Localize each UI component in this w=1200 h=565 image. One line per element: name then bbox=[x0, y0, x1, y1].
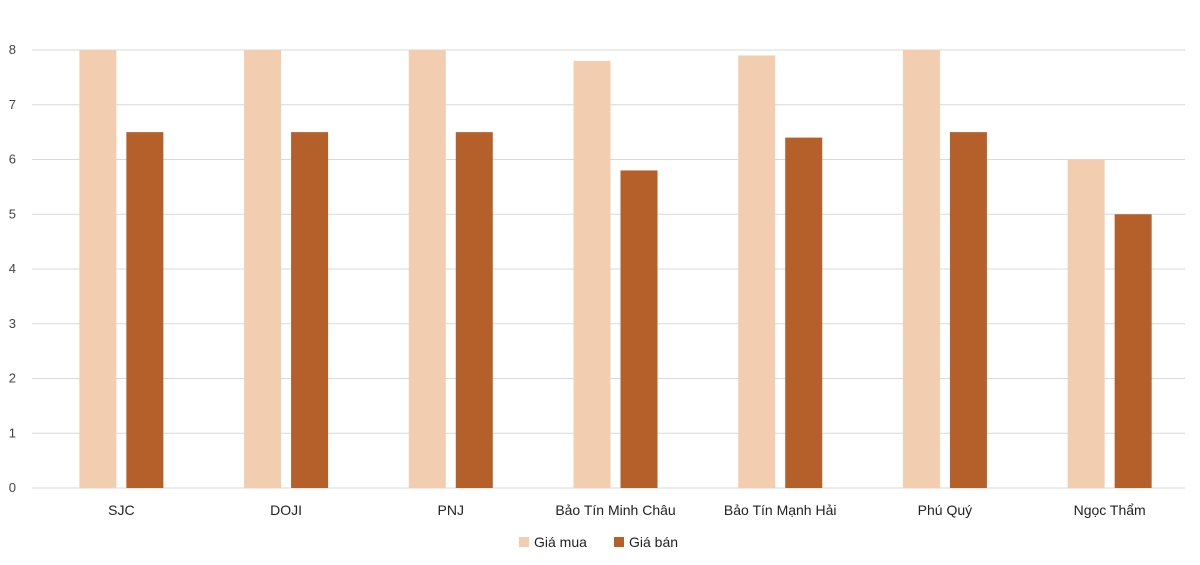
bar-gia-ban-2 bbox=[455, 132, 493, 488]
x-category-label: Bảo Tín Minh Châu bbox=[555, 502, 675, 518]
x-category-label: Bảo Tín Mạnh Hải bbox=[724, 502, 837, 518]
bar-gia-mua-1 bbox=[244, 50, 282, 488]
y-tick-label: 8 bbox=[9, 42, 16, 57]
bars bbox=[79, 50, 1152, 488]
x-category-label: SJC bbox=[108, 502, 134, 518]
legend: Giá mua Giá bán bbox=[519, 534, 678, 550]
x-category-label: PNJ bbox=[438, 502, 464, 518]
bar-gia-mua-0 bbox=[79, 50, 117, 488]
bar-gia-ban-6 bbox=[1114, 214, 1152, 488]
x-category-label: DOJI bbox=[270, 502, 302, 518]
bar-gia-mua-3 bbox=[573, 60, 611, 488]
bar-gia-ban-0 bbox=[126, 132, 164, 488]
legend-swatch-0 bbox=[519, 537, 529, 547]
bar-gia-mua-2 bbox=[408, 50, 446, 488]
legend-label-0: Giá mua bbox=[534, 534, 587, 550]
bar-gia-ban-1 bbox=[291, 132, 329, 488]
x-category-label: Ngọc Thẩm bbox=[1074, 502, 1146, 518]
bar-gia-ban-4 bbox=[785, 137, 823, 488]
bar-gia-ban-3 bbox=[620, 170, 658, 488]
y-tick-label: 6 bbox=[9, 152, 16, 167]
y-tick-label: 2 bbox=[9, 371, 16, 386]
legend-swatch-1 bbox=[614, 537, 624, 547]
y-tick-label: 3 bbox=[9, 316, 16, 331]
y-tick-label: 5 bbox=[9, 206, 16, 221]
y-tick-label: 4 bbox=[9, 261, 16, 276]
y-tick-label: 0 bbox=[9, 480, 16, 495]
bar-gia-mua-5 bbox=[902, 50, 940, 488]
legend-label-1: Giá bán bbox=[629, 534, 678, 550]
bar-gia-mua-4 bbox=[738, 55, 776, 488]
y-axis-ticks: 0 1 2 3 4 5 6 7 8 bbox=[9, 42, 16, 495]
y-tick-label: 7 bbox=[9, 97, 16, 112]
y-tick-label: 1 bbox=[9, 425, 16, 440]
x-category-label: Phú Quý bbox=[918, 502, 972, 518]
bar-gia-mua-6 bbox=[1067, 159, 1105, 488]
x-axis-categories: SJC DOJI PNJ Bảo Tín Minh Châu Bảo Tín Mạnh … bbox=[108, 502, 1146, 518]
bar-gia-ban-5 bbox=[949, 132, 987, 488]
